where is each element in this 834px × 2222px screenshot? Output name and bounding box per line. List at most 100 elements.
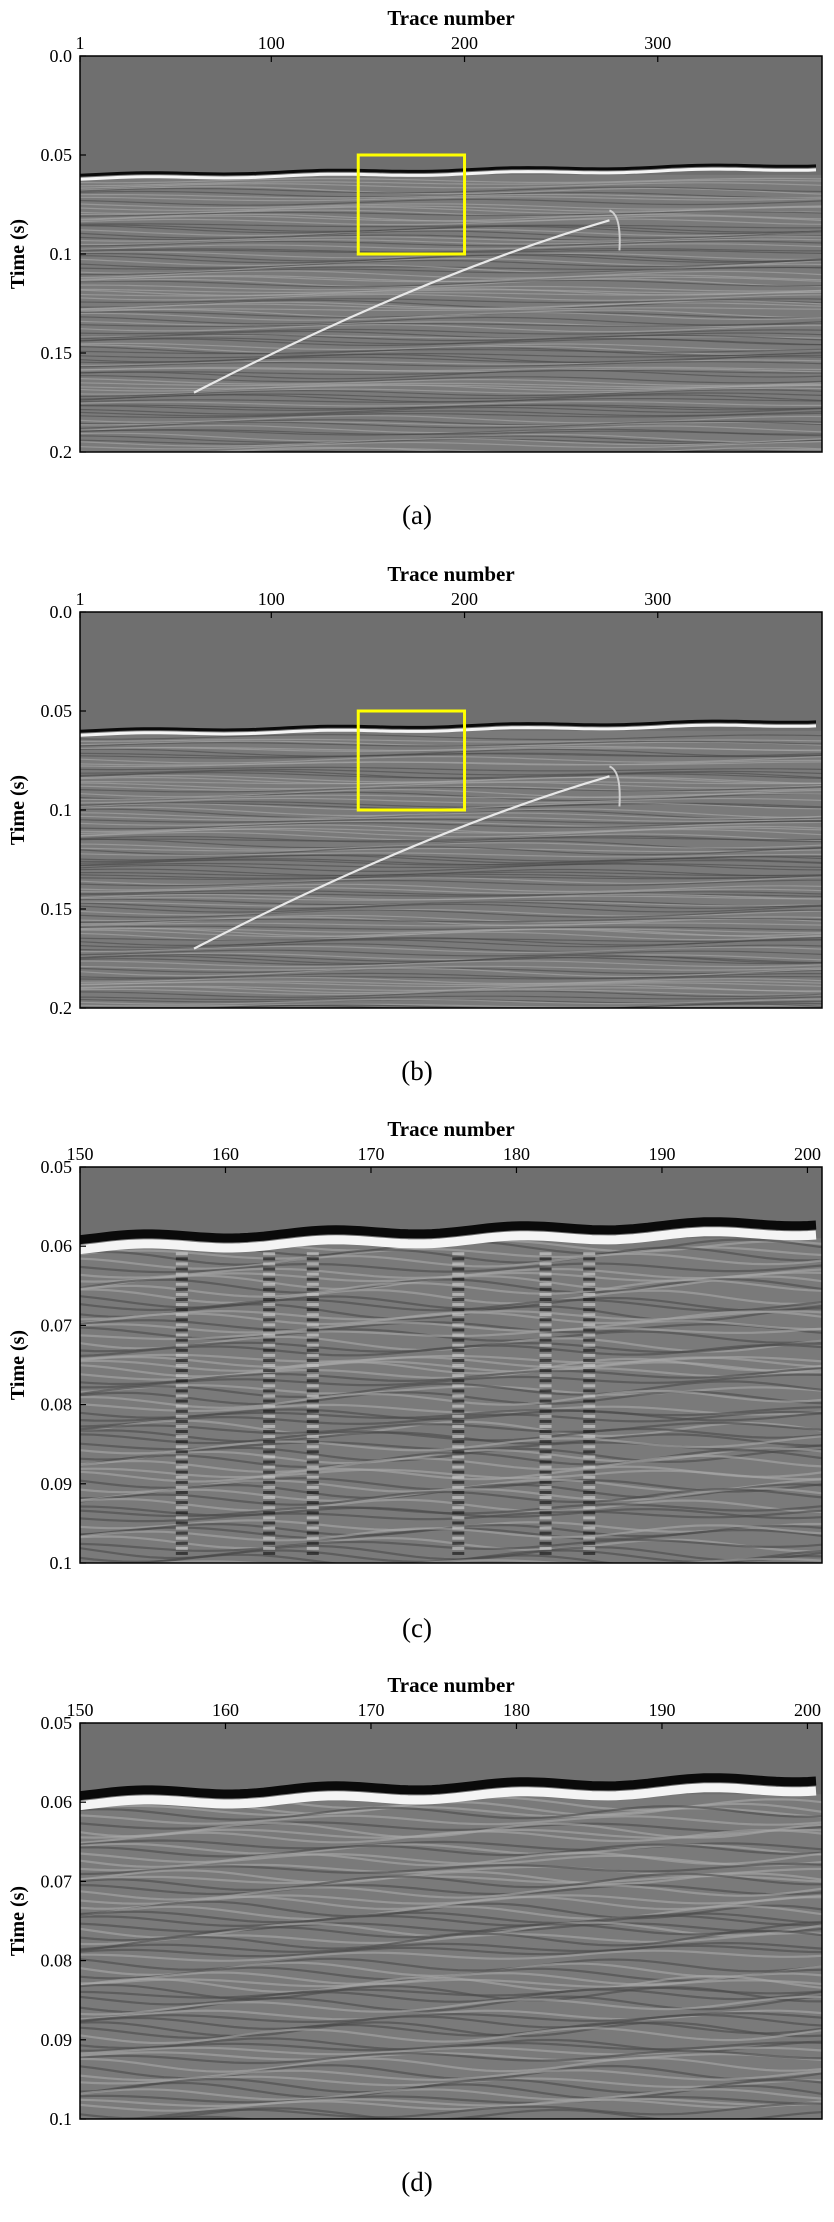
noise-stripe [175,1501,188,1505]
noise-stripe [539,1287,552,1291]
noise-stripe [583,1536,596,1540]
noise-stripe [452,1445,465,1449]
reflection-line [80,945,822,953]
x-tick-label: 200 [794,1144,821,1164]
noise-stripe [539,1516,552,1520]
first-break-dark [80,163,817,177]
reflection-line [80,776,822,785]
reflection-line [80,406,822,415]
reflection-line [80,1503,822,1518]
noise-stripe [452,1277,465,1281]
reflection-line [80,759,822,768]
noise-stripe [263,1485,276,1489]
noise-stripe [583,1308,596,1312]
x-tick-label: 190 [648,1144,675,1164]
reflection-line [80,203,822,210]
noise-stripe [452,1287,465,1291]
figure-panel-d: Trace number 150 160 170 180 190 200 0.05 0.06 0.… [0,1667,834,2222]
noise-stripe [452,1267,465,1271]
noise-stripe [539,1551,552,1555]
noise-stripe [175,1440,188,1444]
reflection-line [80,182,822,189]
reflection-line [80,1373,822,1389]
noise-stripe [306,1399,319,1403]
reflection-line [80,847,822,853]
reflection-line [80,2069,822,2082]
reflection-line [80,1971,822,1986]
reflection-line [80,223,822,229]
noise-stripe [263,1521,276,1525]
reflection-line [80,801,822,808]
reflection-line [80,786,822,793]
reflection-line [80,1465,822,1483]
noise-stripe [539,1496,552,1500]
noise-stripe [263,1379,276,1383]
noise-stripe [263,1536,276,1540]
noise-stripe [452,1262,465,1266]
reflection-line [80,781,822,785]
noise-stripe [175,1531,188,1535]
noise-stripe [539,1465,552,1469]
reflection-line [80,342,822,351]
noise-stripe [175,1297,188,1301]
noise-stripe [175,1409,188,1413]
noise-stripe [306,1440,319,1444]
noise-stripe [539,1460,552,1464]
reflection-line [80,1487,822,1506]
noise-stripe [175,1419,188,1423]
noise-stripe [263,1333,276,1337]
reflection-line [80,1410,822,1428]
reflection-line [80,960,822,968]
noise-stripe [306,1496,319,1500]
reflection-line [80,438,822,447]
reflection-line [80,307,822,311]
reflection-line [80,1406,822,1422]
noise-stripe [583,1343,596,1347]
noise-stripe [539,1369,552,1373]
reflection-line [80,346,822,357]
noise-stripe [452,1546,465,1550]
reflection-line [80,293,822,301]
x-tick-label: 300 [644,33,671,53]
noise-stripe [306,1297,319,1301]
reflection-line [80,2094,822,2105]
noise-stripe [306,1424,319,1428]
reflection-line [80,967,822,978]
noise-stripe [539,1323,552,1327]
noise-stripe [452,1257,465,1261]
x-axis-label: Trace number [387,6,514,30]
reflection-line [80,903,822,913]
reflection-line [80,1862,822,1876]
reflection-line [80,931,822,942]
reflection-line [80,793,822,801]
y-tick-label: 0.09 [41,2030,73,2050]
noise-stripe [452,1297,465,1301]
reflection-line [80,334,822,339]
reflection-line [80,781,822,790]
noise-stripe [539,1404,552,1408]
y-axis-label: Time (s) [7,1330,29,1400]
reflection-line [80,895,822,901]
noise-stripe [583,1490,596,1494]
noise-stripe [306,1485,319,1489]
first-break-light [80,1783,817,1811]
noise-stripe [306,1445,319,1449]
noise-stripe [306,1348,319,1352]
reflection-line [80,938,822,948]
noise-stripe [583,1521,596,1525]
reflection-line [80,278,822,288]
chart-d: Trace number 150 160 170 180 190 200 0.05 0.06 0.… [7,1673,823,2129]
noise-stripe [306,1531,319,1535]
noise-stripe [306,1480,319,1484]
noise-stripe [175,1313,188,1317]
reflection-line [80,909,822,918]
reflection-line [80,1910,822,1925]
noise-stripe [583,1257,596,1261]
noise-stripe [452,1516,465,1520]
reflection-line [80,378,822,387]
reflection-line [80,1957,822,1973]
noise-stripe [539,1318,552,1322]
noise-stripe [539,1546,552,1550]
noise-stripe [539,1267,552,1271]
noise-stripe [452,1343,465,1347]
